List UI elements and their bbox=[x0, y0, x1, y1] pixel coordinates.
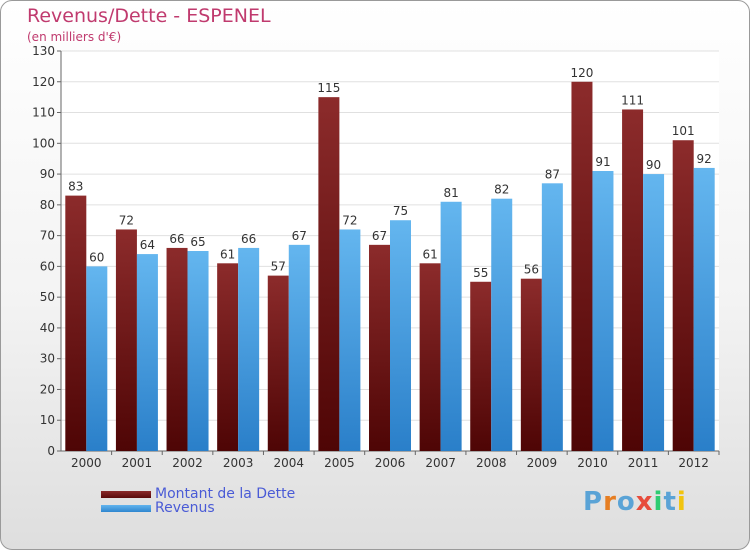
logo-letter: o bbox=[616, 487, 636, 517]
data-label-dette: 55 bbox=[473, 266, 488, 280]
legend-label-dette: Montant de la Dette bbox=[155, 486, 296, 502]
y-tick-label: 60 bbox=[40, 259, 55, 273]
legend-item-dette[interactable]: Montant de la Dette bbox=[101, 487, 295, 501]
bar-dette bbox=[672, 140, 694, 451]
data-label-revenus: 87 bbox=[545, 167, 560, 181]
logo-letter: x bbox=[635, 487, 654, 517]
y-tick-label: 130 bbox=[32, 44, 55, 58]
bar-revenus bbox=[491, 198, 513, 451]
data-label-revenus: 67 bbox=[292, 229, 307, 243]
data-label-dette: 56 bbox=[524, 263, 539, 277]
bar-dette bbox=[520, 278, 542, 451]
data-label-revenus: 60 bbox=[89, 250, 104, 264]
legend: Montant de la Dette Revenus bbox=[101, 487, 295, 515]
bar-revenus bbox=[592, 171, 614, 451]
logo-letter: r bbox=[603, 487, 617, 517]
bar-dette bbox=[217, 263, 239, 451]
data-label-dette: 83 bbox=[68, 180, 83, 194]
x-tick-label: 2003 bbox=[223, 456, 254, 470]
data-label-revenus: 64 bbox=[140, 238, 155, 252]
y-tick-label: 40 bbox=[40, 321, 55, 335]
y-tick-label: 20 bbox=[40, 382, 55, 396]
y-tick-label: 100 bbox=[32, 136, 55, 150]
bar-dette bbox=[622, 109, 644, 451]
data-label-revenus: 65 bbox=[190, 235, 205, 249]
bar-revenus bbox=[86, 266, 108, 451]
legend-swatch-dette bbox=[101, 490, 151, 498]
data-label-dette: 61 bbox=[220, 247, 235, 261]
x-tick-label: 2012 bbox=[678, 456, 709, 470]
x-tick-label: 2007 bbox=[425, 456, 456, 470]
x-tick-label: 2010 bbox=[577, 456, 608, 470]
x-tick-label: 2004 bbox=[273, 456, 304, 470]
data-label-dette: 101 bbox=[672, 124, 695, 138]
data-label-revenus: 92 bbox=[697, 152, 712, 166]
legend-label-revenus: Revenus bbox=[155, 500, 215, 516]
legend-swatch-revenus bbox=[101, 504, 151, 512]
data-label-revenus: 66 bbox=[241, 232, 256, 246]
x-tick-label: 2011 bbox=[628, 456, 659, 470]
data-label-revenus: 75 bbox=[393, 204, 408, 218]
bar-revenus bbox=[339, 229, 361, 451]
proxiti-logo: Proxiti bbox=[583, 487, 687, 517]
y-tick-label: 80 bbox=[40, 198, 55, 212]
bar-revenus bbox=[238, 247, 260, 451]
data-label-dette: 66 bbox=[169, 232, 184, 246]
data-label-revenus: 82 bbox=[494, 183, 509, 197]
bar-dette bbox=[419, 263, 441, 451]
y-tick-label: 10 bbox=[40, 413, 55, 427]
data-label-dette: 115 bbox=[317, 81, 340, 95]
x-tick-label: 2008 bbox=[476, 456, 507, 470]
data-label-dette: 111 bbox=[621, 93, 644, 107]
data-label-dette: 61 bbox=[422, 247, 437, 261]
y-tick-label: 0 bbox=[47, 444, 55, 458]
bar-revenus bbox=[187, 251, 209, 451]
x-tick-label: 2001 bbox=[122, 456, 153, 470]
logo-letter: i bbox=[653, 487, 664, 517]
logo-letter: i bbox=[676, 487, 687, 517]
bar-dette bbox=[571, 81, 593, 452]
x-tick-label: 2006 bbox=[375, 456, 406, 470]
legend-item-revenus[interactable]: Revenus bbox=[101, 501, 295, 515]
bar-revenus bbox=[288, 244, 310, 451]
x-tick-label: 2000 bbox=[71, 456, 102, 470]
data-label-dette: 57 bbox=[271, 260, 286, 274]
bar-revenus bbox=[390, 220, 411, 451]
logo-letter: t bbox=[663, 487, 677, 517]
logo-letter: P bbox=[583, 487, 604, 517]
data-label-revenus: 90 bbox=[646, 158, 661, 172]
bar-dette bbox=[267, 275, 289, 451]
y-tick-label: 110 bbox=[32, 106, 55, 120]
bar-dette bbox=[166, 247, 188, 451]
x-tick-label: 2002 bbox=[172, 456, 203, 470]
bar-dette bbox=[470, 281, 492, 451]
x-tick-label: 2005 bbox=[324, 456, 355, 470]
chart-title: Revenus/Dette - ESPENEL bbox=[27, 5, 271, 27]
y-tick-label: 70 bbox=[40, 229, 55, 243]
data-label-revenus: 91 bbox=[595, 155, 610, 169]
bar-revenus bbox=[440, 201, 462, 451]
data-label-revenus: 81 bbox=[443, 186, 458, 200]
y-tick-label: 50 bbox=[40, 290, 55, 304]
bar-revenus bbox=[136, 254, 158, 451]
bar-dette bbox=[115, 229, 137, 451]
bar-revenus bbox=[541, 183, 563, 452]
chart-subtitle: (en milliers d'€) bbox=[27, 30, 122, 44]
data-label-dette: 67 bbox=[372, 229, 387, 243]
data-label-revenus: 72 bbox=[342, 213, 357, 227]
data-label-dette: 120 bbox=[571, 66, 594, 80]
bar-dette bbox=[65, 195, 87, 451]
bar-revenus bbox=[643, 174, 665, 452]
data-label-dette: 72 bbox=[119, 213, 134, 227]
y-tick-label: 90 bbox=[40, 167, 55, 181]
y-tick-label: 30 bbox=[40, 352, 55, 366]
bar-dette bbox=[369, 244, 390, 451]
x-tick-label: 2009 bbox=[527, 456, 558, 470]
bar-revenus bbox=[693, 167, 715, 451]
y-tick-label: 120 bbox=[32, 75, 55, 89]
bar-dette bbox=[318, 97, 340, 452]
